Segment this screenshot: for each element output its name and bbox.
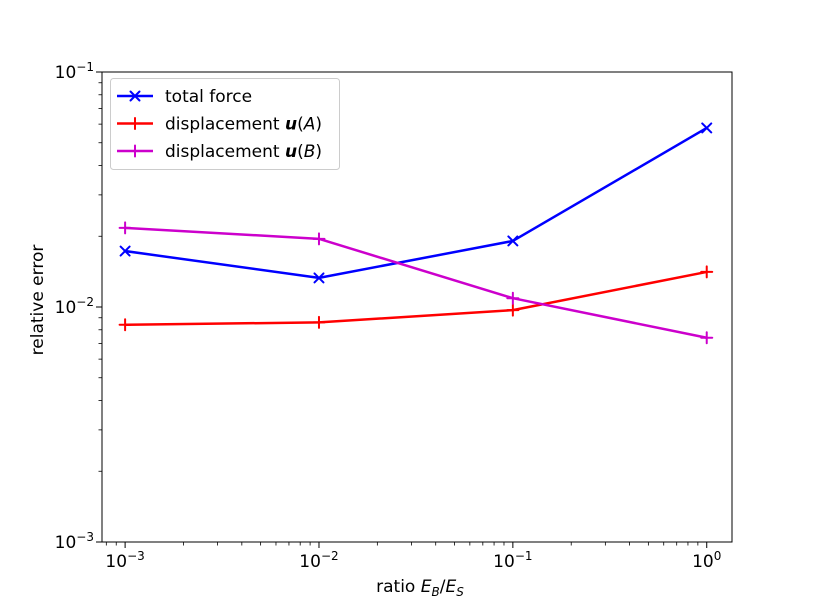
series-total-force <box>119 122 713 284</box>
plus-marker <box>700 265 714 279</box>
series-displacement-u-b <box>118 221 714 345</box>
legend-label: displacement u(A) <box>165 115 322 135</box>
plus-marker <box>128 144 142 158</box>
x-axis: 10−3 10−2 10−1 100 ratio EB/ES <box>105 542 721 599</box>
series-displacement-u-a <box>118 265 714 332</box>
plot-series <box>118 122 714 345</box>
x-marker <box>507 235 519 247</box>
plus-marker <box>128 117 142 130</box>
legend-label: displacement u(B) <box>165 142 322 162</box>
series-line <box>125 226 707 339</box>
plus-marker <box>312 315 326 329</box>
series-line <box>125 270 707 327</box>
plus-marker <box>118 221 132 235</box>
series-line <box>124 126 708 280</box>
plus-marker <box>312 232 326 246</box>
y-tick-label: 10−2 <box>55 295 94 318</box>
y-tick-label: 10−3 <box>55 530 94 553</box>
x-marker <box>313 272 325 284</box>
x-tick-label: 10−3 <box>105 549 144 572</box>
x-tick-label: 10−1 <box>493 549 532 572</box>
legend: total force displacement u(A) displacement… <box>110 78 340 170</box>
legend-item-displacement-u-a: displacement u(A) <box>117 115 322 135</box>
plus-marker <box>506 303 520 317</box>
plus-marker <box>506 291 520 305</box>
y-axis-label: relative error <box>28 245 48 356</box>
legend-item-displacement-u-b: displacement u(B) <box>117 142 322 162</box>
x-tick-label: 10−2 <box>299 549 338 572</box>
legend-box <box>110 78 340 170</box>
x-marker <box>129 90 141 102</box>
legend-label: total force <box>165 87 252 107</box>
y-axis: 10−3 10−2 10−1 relative error <box>28 60 102 553</box>
y-tick-label: 10−1 <box>55 60 94 83</box>
plus-marker <box>700 331 714 345</box>
legend-item-total-force: total force <box>117 87 252 107</box>
x-marker <box>701 122 713 134</box>
x-tick-label: 100 <box>692 549 721 572</box>
x-marker <box>119 245 131 257</box>
x-axis-label: ratio EB/ES <box>376 577 464 599</box>
plus-marker <box>118 318 132 332</box>
